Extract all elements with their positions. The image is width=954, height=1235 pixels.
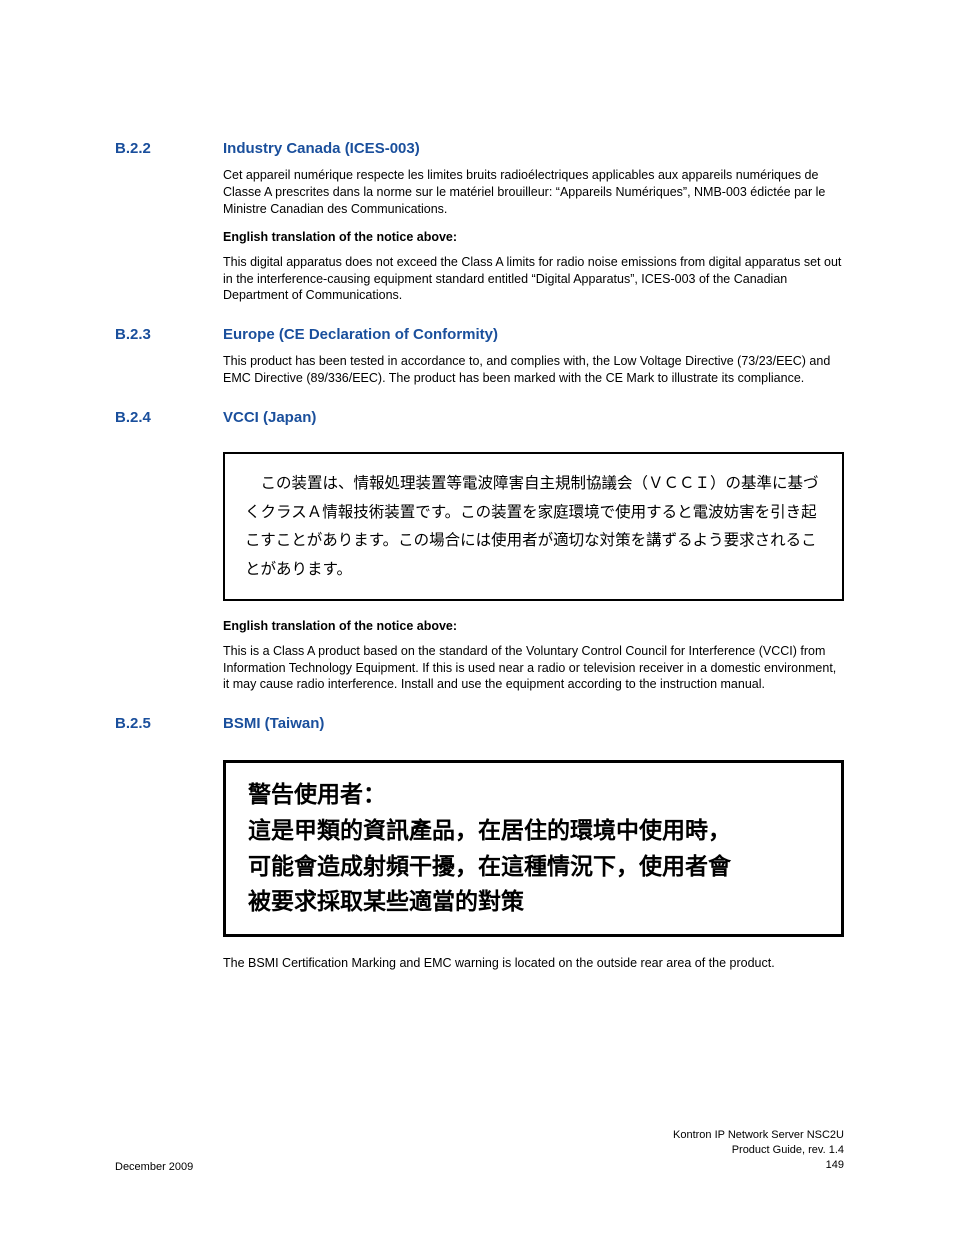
page-footer: December 2009 Kontron IP Network Server …	[115, 1128, 844, 1173]
paragraph: This digital apparatus does not exceed t…	[223, 254, 844, 305]
footer-date: December 2009	[115, 1161, 193, 1173]
section-body: この装置は、情報処理装置等電波障害自主規制協議会（ＶＣＣＩ）の基準に基づくクラス…	[223, 452, 844, 693]
paragraph: The BSMI Certification Marking and EMC w…	[223, 955, 844, 972]
section-title: BSMI (Taiwan)	[223, 715, 324, 732]
heading-row: B.2.5 BSMI (Taiwan)	[115, 715, 844, 732]
bsmi-notice-box: 警告使用者： 這是甲類的資訊產品，在居住的環境中使用時， 可能會造成射頻干擾，在…	[223, 760, 844, 937]
heading-row: B.2.2 Industry Canada (ICES-003)	[115, 140, 844, 157]
footer-right: Kontron IP Network Server NSC2U Product …	[673, 1128, 844, 1173]
paragraph: This is a Class A product based on the s…	[223, 643, 844, 694]
translation-label: English translation of the notice above:	[223, 230, 844, 244]
section-number: B.2.4	[115, 409, 223, 426]
chinese-warning-line: 被要求採取某些適當的對策	[248, 884, 819, 920]
section-title: Europe (CE Declaration of Conformity)	[223, 326, 498, 343]
japanese-notice-text: この装置は、情報処理装置等電波障害自主規制協議会（ＶＣＣＩ）の基準に基づくクラス…	[245, 470, 822, 585]
translation-label: English translation of the notice above:	[223, 619, 844, 633]
section-body: This product has been tested in accordan…	[223, 353, 844, 387]
vcci-notice-box: この装置は、情報処理装置等電波障害自主規制協議会（ＶＣＣＩ）の基準に基づくクラス…	[223, 452, 844, 601]
section-b24: B.2.4 VCCI (Japan) この装置は、情報処理装置等電波障害自主規制…	[115, 409, 844, 693]
paragraph: Cet appareil numérique respecte les limi…	[223, 167, 844, 218]
section-body: Cet appareil numérique respecte les limi…	[223, 167, 844, 304]
chinese-warning-line: 警告使用者：	[248, 777, 819, 813]
paragraph: This product has been tested in accordan…	[223, 353, 844, 387]
section-title: Industry Canada (ICES-003)	[223, 140, 420, 157]
section-title: VCCI (Japan)	[223, 409, 316, 426]
section-number: B.2.3	[115, 326, 223, 343]
footer-product: Kontron IP Network Server NSC2U	[673, 1128, 844, 1143]
section-b23: B.2.3 Europe (CE Declaration of Conformi…	[115, 326, 844, 387]
section-b22: B.2.2 Industry Canada (ICES-003) Cet app…	[115, 140, 844, 304]
section-b25: B.2.5 BSMI (Taiwan) 警告使用者： 這是甲類的資訊產品，在居住…	[115, 715, 844, 971]
chinese-warning-line: 這是甲類的資訊產品，在居住的環境中使用時，	[248, 813, 819, 849]
footer-page-number: 149	[673, 1158, 844, 1173]
heading-row: B.2.4 VCCI (Japan)	[115, 409, 844, 426]
footer-guide: Product Guide, rev. 1.4	[673, 1143, 844, 1158]
section-number: B.2.2	[115, 140, 223, 157]
section-number: B.2.5	[115, 715, 223, 732]
heading-row: B.2.3 Europe (CE Declaration of Conformi…	[115, 326, 844, 343]
chinese-warning-line: 可能會造成射頻干擾，在這種情況下，使用者會	[248, 849, 819, 885]
section-body: 警告使用者： 這是甲類的資訊產品，在居住的環境中使用時， 可能會造成射頻干擾，在…	[223, 760, 844, 971]
